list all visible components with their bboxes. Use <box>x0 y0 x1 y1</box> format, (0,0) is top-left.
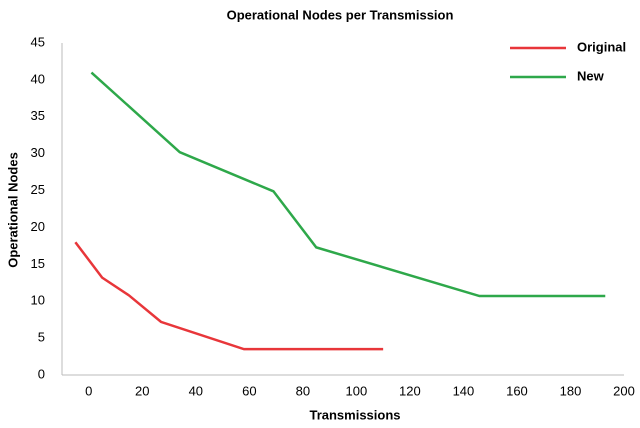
x-tick-label: 20 <box>135 383 149 398</box>
y-tick-label: 30 <box>31 145 45 160</box>
x-tick-label: 180 <box>560 383 582 398</box>
y-tick-label: 45 <box>31 34 45 49</box>
y-tick-label: 40 <box>31 71 45 86</box>
legend-label: New <box>577 68 605 83</box>
y-axis-label: Operational Nodes <box>5 152 20 268</box>
y-tick-label: 0 <box>38 366 45 381</box>
y-tick-label: 25 <box>31 182 45 197</box>
series-line <box>90 71 606 298</box>
x-tick-label: 140 <box>453 383 475 398</box>
y-tick-label: 35 <box>31 108 45 123</box>
y-tick-label: 10 <box>31 293 45 308</box>
x-tick-label: 120 <box>399 383 421 398</box>
y-tick-label: 15 <box>31 256 45 271</box>
x-tick-label: 100 <box>346 383 368 398</box>
x-tick-label: 60 <box>242 383 256 398</box>
chart-title: Operational Nodes per Transmission <box>227 7 454 22</box>
x-tick-label: 40 <box>189 383 203 398</box>
series-line <box>74 241 384 351</box>
x-tick-label: 160 <box>506 383 528 398</box>
y-tick-label: 20 <box>31 219 45 234</box>
x-axis-label: Transmissions <box>309 407 400 422</box>
legend-label: Original <box>577 39 626 54</box>
x-tick-label: 80 <box>296 383 310 398</box>
y-tick-label: 5 <box>38 330 45 345</box>
x-tick-label: 200 <box>613 383 635 398</box>
x-tick-label: 0 <box>85 383 92 398</box>
